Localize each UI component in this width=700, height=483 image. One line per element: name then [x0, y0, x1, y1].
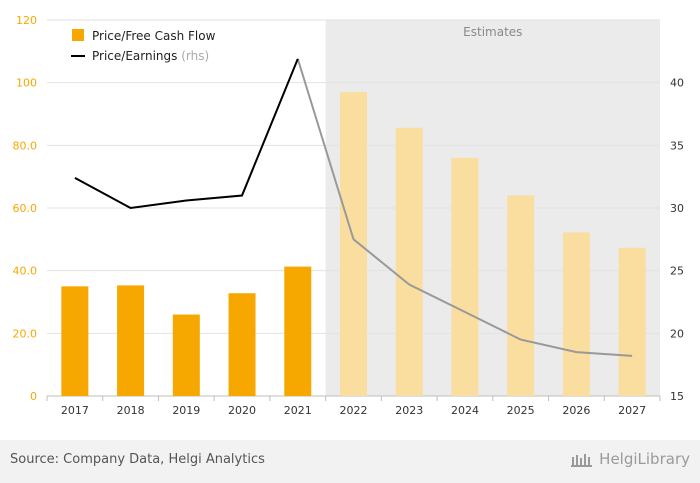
- y-right-tick-label: 30: [670, 202, 684, 215]
- x-tick-label: 2021: [284, 404, 312, 417]
- legend-label-line: Price/Earnings (rhs): [92, 49, 209, 63]
- y-left-tick-label: 60.0: [13, 202, 38, 215]
- source-note: Source: Company Data, Helgi Analytics: [10, 452, 265, 467]
- bar: [451, 157, 479, 396]
- y-left-tick-label: 20.0: [13, 327, 38, 340]
- y-right-tick-label: 15: [670, 390, 684, 403]
- x-tick-label: 2022: [340, 404, 368, 417]
- bar: [395, 127, 423, 396]
- pe-line-actual: [74, 58, 299, 210]
- bar: [562, 232, 590, 396]
- x-tick-label: 2019: [172, 404, 200, 417]
- bar: [340, 92, 367, 397]
- x-tick-label: 2027: [618, 404, 646, 417]
- x-tick-label: 2018: [117, 404, 145, 417]
- pe-line-estimate: [296, 58, 633, 357]
- x-tick-label: 2020: [228, 404, 256, 417]
- x-tick-label: 2024: [451, 404, 479, 417]
- brand-logo: HelgiLibrary: [571, 450, 690, 468]
- bar: [117, 285, 145, 396]
- y-left-tick-label: 0: [30, 390, 37, 403]
- x-tick-label: 2026: [562, 404, 590, 417]
- bar: [284, 266, 312, 396]
- y-left-tick-label: 120: [16, 14, 37, 27]
- legend-swatch-bar: [72, 29, 84, 41]
- bar: [228, 293, 256, 396]
- x-tick-label: 2017: [61, 404, 89, 417]
- legend-label-line-name: Price/Earnings: [92, 49, 181, 63]
- legend-label-bar: Price/Free Cash Flow: [92, 29, 216, 43]
- y-right-tick-label: 25: [670, 265, 684, 278]
- x-tick-label: 2023: [395, 404, 423, 417]
- bar: [61, 286, 89, 396]
- bar: [618, 247, 646, 396]
- library-icon: [571, 454, 593, 467]
- bar: [172, 314, 200, 396]
- y-left-tick-label: 80.0: [13, 139, 38, 152]
- y-right-tick-label: 40: [670, 77, 684, 90]
- estimates-label: Estimates: [463, 25, 522, 39]
- x-tick-label: 2025: [507, 404, 535, 417]
- bar: [507, 195, 535, 396]
- y-left-tick-label: 100: [16, 77, 37, 90]
- y-right-tick-label: 20: [670, 327, 684, 340]
- y-right-tick-label: 35: [670, 139, 684, 152]
- brand-name: HelgiLibrary: [599, 450, 690, 468]
- y-left-tick-label: 40.0: [13, 265, 38, 278]
- chart-svg: Estimates020.040.060.080.010012015202530…: [13, 14, 685, 417]
- footer: Source: Company Data, Helgi Analytics He…: [0, 440, 700, 483]
- legend-label-line-suffix: (rhs): [181, 49, 209, 63]
